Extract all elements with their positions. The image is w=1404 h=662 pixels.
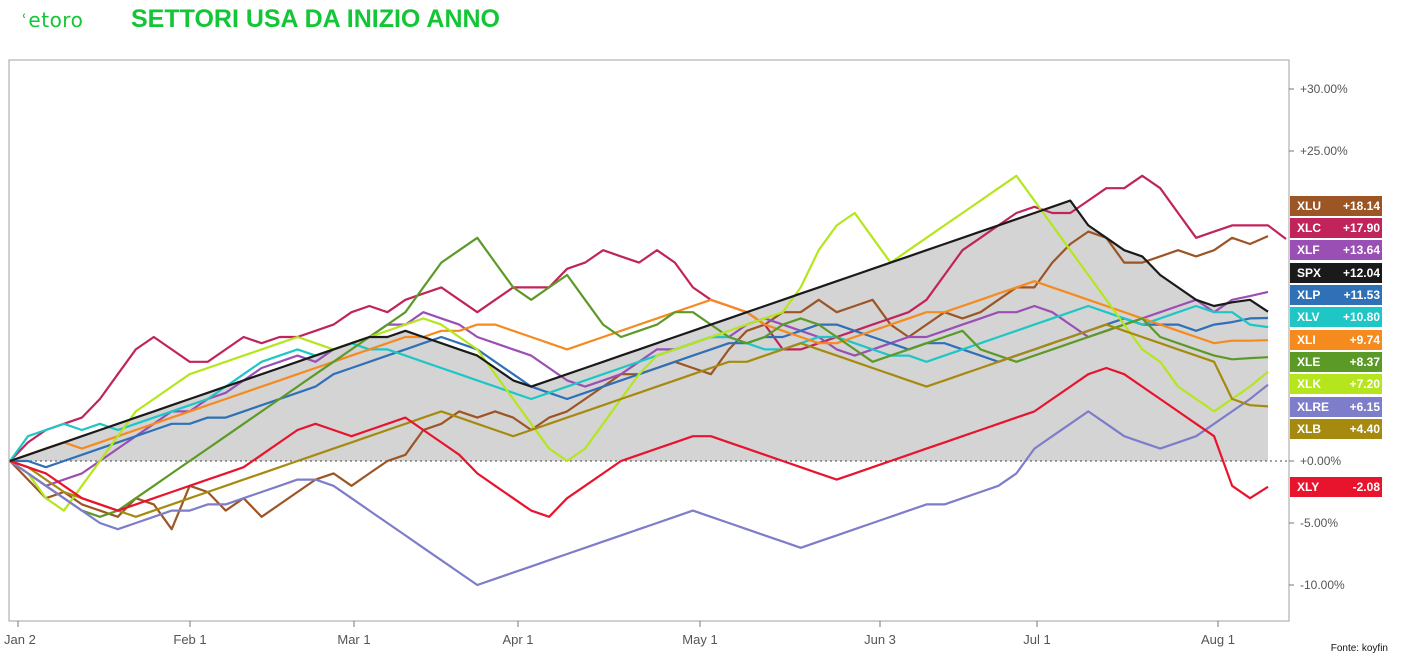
series-label-value: +11.53 [1344,288,1381,302]
series-label-bg [1290,285,1382,305]
series-label-xli: XLI +9.74 [1290,330,1382,350]
series-label-value: +12.04 [1343,266,1380,280]
etoro-logo: ʿ etoro [22,4,83,36]
series-label-bg [1290,263,1382,283]
series-label-name: XLU [1297,199,1321,213]
series-layer [9,174,1287,587]
series-label-name: XLB [1297,422,1321,436]
series-label-name: SPX [1297,266,1321,280]
series-label-bg [1290,218,1382,238]
series-label-bg [1290,419,1382,439]
series-line-xli [9,280,1269,463]
series-label-name: XLY [1297,480,1319,494]
y-tick-label-25-00: +25.00% [1300,144,1348,158]
series-label-value: +8.37 [1350,355,1381,369]
series-labels: XLU +18.14 XLC +17.90 XLF +13.64 SPX +12.04 XLP +… [1290,196,1382,497]
x-tick-label-may-1: May 1 [682,632,717,647]
y-tick-label-10-00: -10.00% [1300,578,1345,592]
series-label-bg [1290,330,1382,350]
y-tick-label-0-00: +0.00% [1300,454,1341,468]
series-label-value: +18.14 [1343,199,1380,213]
x-tick-label-apr-1: Apr 1 [502,632,533,647]
series-label-xlb: XLB +4.40 [1290,419,1382,439]
series-line-xlre [9,383,1269,587]
series-label-value: -2.08 [1353,480,1381,494]
series-label-name: XLP [1297,288,1320,302]
series-label-name: XLE [1297,355,1320,369]
series-label-xlre: XLRE +6.15 [1290,397,1382,417]
y-tick-label-30-00: +30.00% [1300,82,1348,96]
x-tick-label-jun-3: Jun 3 [864,632,896,647]
series-label-name: XLRE [1297,400,1329,414]
series-label-value: +7.20 [1350,377,1381,391]
series-line-spx [9,199,1269,463]
series-label-bg [1290,196,1382,216]
spx-area-layer [10,200,1268,461]
series-label-value: +4.40 [1350,422,1381,436]
series-line-xlc [9,174,1287,462]
series-label-xlc: XLC +17.90 [1290,218,1382,238]
series-label-bg [1290,397,1382,417]
series-label-value: +9.74 [1350,333,1381,347]
series-line-xlb [9,323,1269,518]
y-tick-label-5-00: -5.00% [1300,516,1338,530]
series-label-xlu: XLU +18.14 [1290,196,1382,216]
series-label-bg [1290,374,1382,394]
series-label-xle: XLE +8.37 [1290,352,1382,372]
x-tick-label-jul-1: Jul 1 [1023,632,1050,647]
series-line-xly [9,366,1269,518]
series-label-name: XLK [1297,377,1321,391]
series-label-name: XLC [1297,221,1321,235]
series-line-xle [9,236,1269,518]
series-label-value: +13.64 [1343,243,1380,257]
series-label-bg [1290,307,1382,327]
series-label-bg [1290,352,1382,372]
series-label-name: XLV [1297,310,1319,324]
series-label-xlf: XLF +13.64 [1290,240,1382,260]
series-label-value: +17.90 [1343,221,1380,235]
x-tick-label-jan-2: Jan 2 [4,632,36,647]
series-label-value: +10.80 [1343,310,1380,324]
series-line-xlk [9,174,1269,512]
series-label-value: +6.15 [1350,400,1381,414]
series-label-xlp: XLP +11.53 [1290,285,1382,305]
x-tick-label-aug-1: Aug 1 [1201,632,1235,647]
series-label-name: XLF [1297,243,1320,257]
spx-area [10,200,1268,461]
x-tick-label-feb-1: Feb 1 [173,632,206,647]
series-label-bg [1290,477,1382,497]
series-label-xly: XLY -2.08 [1290,477,1382,497]
series-label-spx: SPX +12.04 [1290,263,1382,283]
logo-text: etoro [28,8,84,32]
series-line-xlv [9,304,1269,462]
series-label-name: XLI [1297,333,1316,347]
series-label-xlv: XLV +10.80 [1290,307,1382,327]
y-axis: +30.00% +25.00% +0.00% -5.00% -10.00% [1289,82,1348,592]
x-axis: Jan 2 Feb 1 Mar 1 Apr 1 May 1 Jun 3 Jul 1 Aug 1 [4,621,1235,647]
leaf-icon: ʿ [22,10,28,30]
chart-title: SETTORI USA DA INIZIO ANNO [131,5,500,33]
series-label-xlk: XLK +7.20 [1290,374,1382,394]
source-note: Fonte: koyfin [1330,643,1388,654]
series-label-bg [1290,240,1382,260]
x-tick-label-mar-1: Mar 1 [337,632,370,647]
